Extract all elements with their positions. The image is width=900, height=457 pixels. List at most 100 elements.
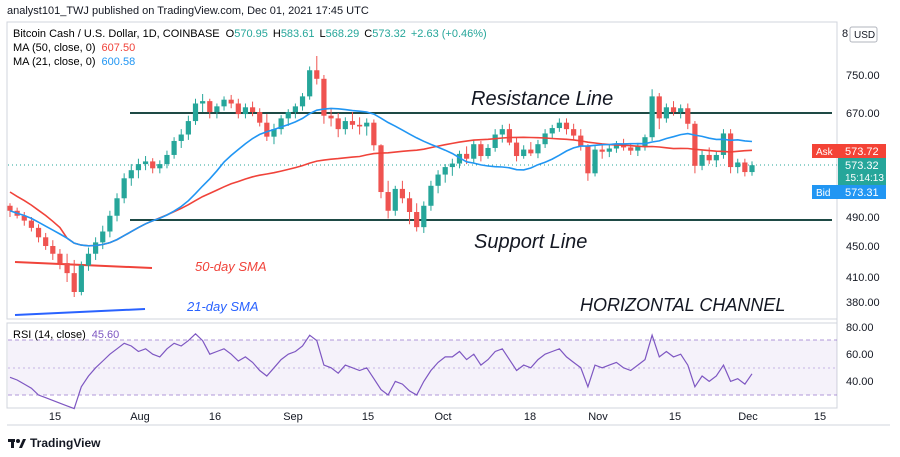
candle-body[interactable] xyxy=(378,145,384,193)
candle-body[interactable] xyxy=(464,153,470,159)
candle-body[interactable] xyxy=(371,122,377,146)
candle-body[interactable] xyxy=(406,198,413,213)
candle-body[interactable] xyxy=(200,101,206,104)
candle-body[interactable] xyxy=(513,142,520,157)
candle-body[interactable] xyxy=(28,220,35,228)
currency-button[interactable] xyxy=(849,26,878,43)
candle-body[interactable] xyxy=(385,192,391,211)
candle-body[interactable] xyxy=(214,106,220,113)
candle-body[interactable] xyxy=(100,231,106,243)
candle-body[interactable] xyxy=(50,246,56,254)
candle-body[interactable] xyxy=(185,121,191,135)
candle-body[interactable] xyxy=(635,146,641,151)
candle-body[interactable] xyxy=(428,185,434,206)
candle-body[interactable] xyxy=(71,273,77,292)
candle-body[interactable] xyxy=(599,149,605,152)
candle-body[interactable] xyxy=(142,161,149,165)
candle-body[interactable] xyxy=(414,212,420,228)
candle-body[interactable] xyxy=(278,118,284,130)
candle-body[interactable] xyxy=(349,121,356,125)
candle-body[interactable] xyxy=(221,99,227,107)
candle-body[interactable] xyxy=(592,149,598,174)
candle-body[interactable] xyxy=(128,170,134,179)
candle-body[interactable] xyxy=(192,103,199,122)
candle-body[interactable] xyxy=(43,237,49,246)
candle-body[interactable] xyxy=(485,147,491,157)
candle-body[interactable] xyxy=(271,129,277,137)
candle-body[interactable] xyxy=(492,134,498,148)
candle-body[interactable] xyxy=(613,144,620,149)
candle-body[interactable] xyxy=(356,124,363,127)
candle-body[interactable] xyxy=(706,154,712,161)
candle-body[interactable] xyxy=(521,149,527,157)
candle-body[interactable] xyxy=(93,242,99,254)
candle-body[interactable] xyxy=(628,147,634,151)
tradingview-logo[interactable]: TradingView xyxy=(8,436,100,450)
candle-body[interactable] xyxy=(107,215,113,232)
candle-body[interactable] xyxy=(556,122,562,129)
candle-body[interactable] xyxy=(157,164,163,169)
candle-body[interactable] xyxy=(727,133,734,168)
candle-body[interactable] xyxy=(78,265,84,292)
candle-body[interactable] xyxy=(506,129,513,143)
candle-body[interactable] xyxy=(421,205,427,228)
candle-body[interactable] xyxy=(178,134,184,141)
candle-body[interactable] xyxy=(742,162,748,173)
candle-body[interactable] xyxy=(528,149,534,154)
candle-body[interactable] xyxy=(342,121,348,130)
candle-body[interactable] xyxy=(364,122,370,127)
candle-body[interactable] xyxy=(649,96,655,138)
candle-body[interactable] xyxy=(678,108,684,113)
candle-body[interactable] xyxy=(656,96,662,119)
candle-body[interactable] xyxy=(535,144,541,154)
candle-body[interactable] xyxy=(150,161,156,169)
candle-body[interactable] xyxy=(542,133,548,145)
candle-body[interactable] xyxy=(335,118,341,130)
candle-body[interactable] xyxy=(85,253,92,266)
candle-body[interactable] xyxy=(321,78,327,116)
candle-body[interactable] xyxy=(663,107,669,119)
candle-body[interactable] xyxy=(314,70,320,79)
candle-body[interactable] xyxy=(549,128,555,134)
candle-body[interactable] xyxy=(285,112,291,119)
candle-body[interactable] xyxy=(699,154,705,166)
candle-body[interactable] xyxy=(749,165,755,173)
candle-body[interactable] xyxy=(713,154,719,161)
candle-body[interactable] xyxy=(685,108,691,124)
candle-body[interactable] xyxy=(435,174,441,186)
candle-body[interactable] xyxy=(449,163,455,168)
candle-body[interactable] xyxy=(207,101,213,113)
candle-body[interactable] xyxy=(264,122,270,137)
candle-body[interactable] xyxy=(35,227,42,238)
candle-body[interactable] xyxy=(249,107,256,113)
candle-body[interactable] xyxy=(478,144,484,157)
candle-body[interactable] xyxy=(121,178,127,199)
candle-body[interactable] xyxy=(392,188,398,211)
candle-body[interactable] xyxy=(114,198,120,216)
candle-body[interactable] xyxy=(499,129,505,135)
candle-body[interactable] xyxy=(471,144,477,159)
candle-body[interactable] xyxy=(307,70,313,97)
candle-body[interactable] xyxy=(642,137,648,147)
candle-body[interactable] xyxy=(720,133,727,155)
candle-body[interactable] xyxy=(7,205,13,211)
candle-body[interactable] xyxy=(670,107,677,113)
candle-body[interactable] xyxy=(171,140,177,155)
candle-body[interactable] xyxy=(292,106,298,113)
candle-body[interactable] xyxy=(692,123,698,166)
candle-body[interactable] xyxy=(257,112,263,123)
candle-body[interactable] xyxy=(64,263,70,274)
candle-body[interactable] xyxy=(57,253,63,264)
candle-body[interactable] xyxy=(235,103,241,115)
candle-body[interactable] xyxy=(442,167,448,175)
candle-body[interactable] xyxy=(571,129,577,136)
candle-body[interactable] xyxy=(228,99,234,104)
candle-body[interactable] xyxy=(563,122,570,130)
candle-body[interactable] xyxy=(399,188,406,199)
candle-body[interactable] xyxy=(135,164,142,171)
candle-body[interactable] xyxy=(735,162,741,168)
candle-body[interactable] xyxy=(21,215,27,221)
candle-body[interactable] xyxy=(328,115,334,119)
candle-body[interactable] xyxy=(606,148,612,152)
